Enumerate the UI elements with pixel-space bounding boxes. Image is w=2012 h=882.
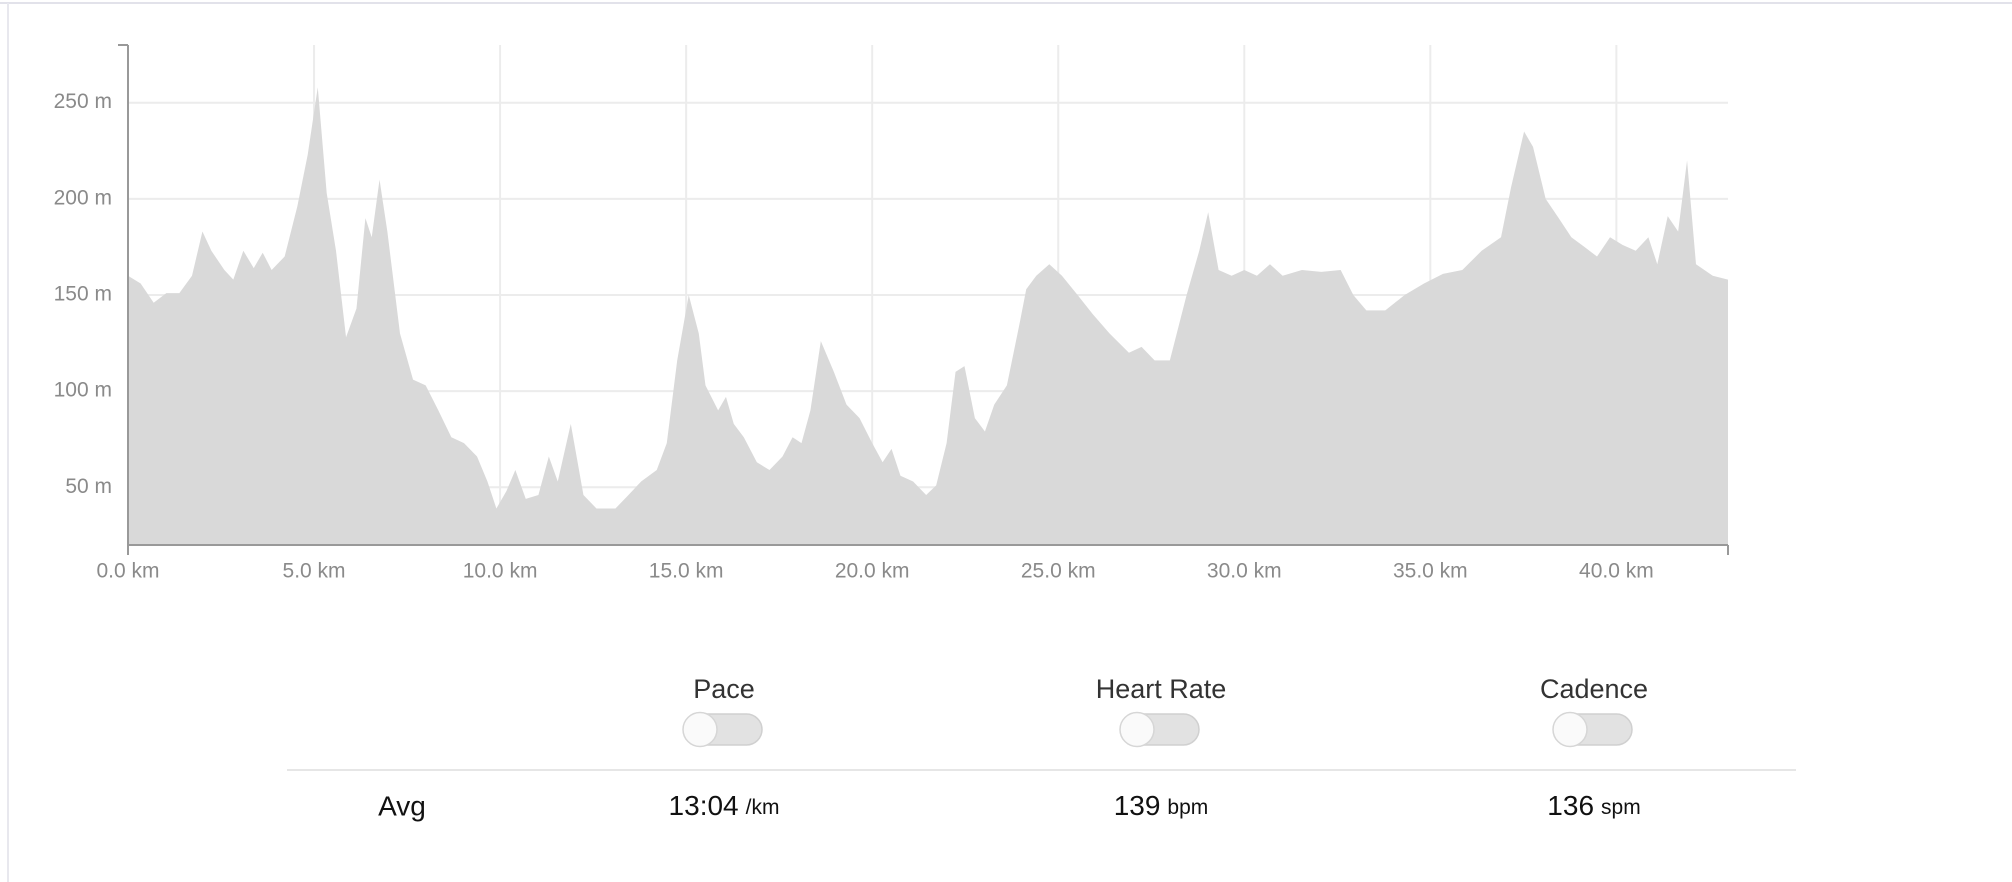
metric-value: 136	[1547, 790, 1594, 821]
y-tick-label: 50 m	[65, 475, 112, 498]
metric-name: Pace	[693, 674, 755, 704]
y-tick-label: 200 m	[54, 186, 112, 209]
x-tick-label: 5.0 km	[283, 560, 346, 583]
summary: Pace 13:04/km Heart Rate 139 bpm Cadence 136 sp…	[669, 674, 1649, 821]
metric-name: Cadence	[1540, 674, 1648, 704]
y-tick-label: 150 m	[54, 283, 112, 306]
metric-value: 13:04	[669, 790, 739, 821]
toggle-knob[interactable]	[1552, 711, 1588, 748]
x-tick-label: 0.0 km	[96, 560, 159, 583]
metric-unit: bpm	[1167, 796, 1208, 819]
metric-avg: 136 spm	[1547, 790, 1640, 821]
metric-unit: spm	[1601, 796, 1641, 819]
x-tick-label: 30.0 km	[1207, 560, 1282, 583]
toggle[interactable]	[1552, 711, 1633, 748]
metric-unit: /km	[746, 796, 780, 819]
metric-name: Heart Rate	[1096, 674, 1227, 704]
toggle[interactable]	[682, 711, 763, 748]
toggle-knob[interactable]	[682, 711, 718, 748]
y-tick-label: 100 m	[54, 379, 112, 402]
toggle-knob[interactable]	[1119, 711, 1155, 748]
x-tick-label: 10.0 km	[463, 560, 538, 583]
metric-avg: 139 bpm	[1114, 790, 1209, 821]
y-tick-label: 250 m	[54, 90, 112, 113]
metric-value: 139	[1114, 790, 1161, 821]
elevation-chart: 50 m 100 m 150 m 200 m 250 m 0.0 km 5.0 km 10.0…	[54, 44, 1729, 583]
x-tick-label: 25.0 km	[1021, 560, 1096, 583]
row-label: Avg	[378, 790, 426, 821]
x-tick-label: 20.0 km	[835, 560, 910, 583]
x-tick-label: 40.0 km	[1579, 560, 1654, 583]
toggle[interactable]	[1119, 711, 1200, 748]
elevation-area	[128, 87, 1728, 546]
x-tick-label: 35.0 km	[1393, 560, 1468, 583]
metric-avg: 13:04/km	[669, 790, 780, 821]
x-tick-label: 15.0 km	[649, 560, 724, 583]
